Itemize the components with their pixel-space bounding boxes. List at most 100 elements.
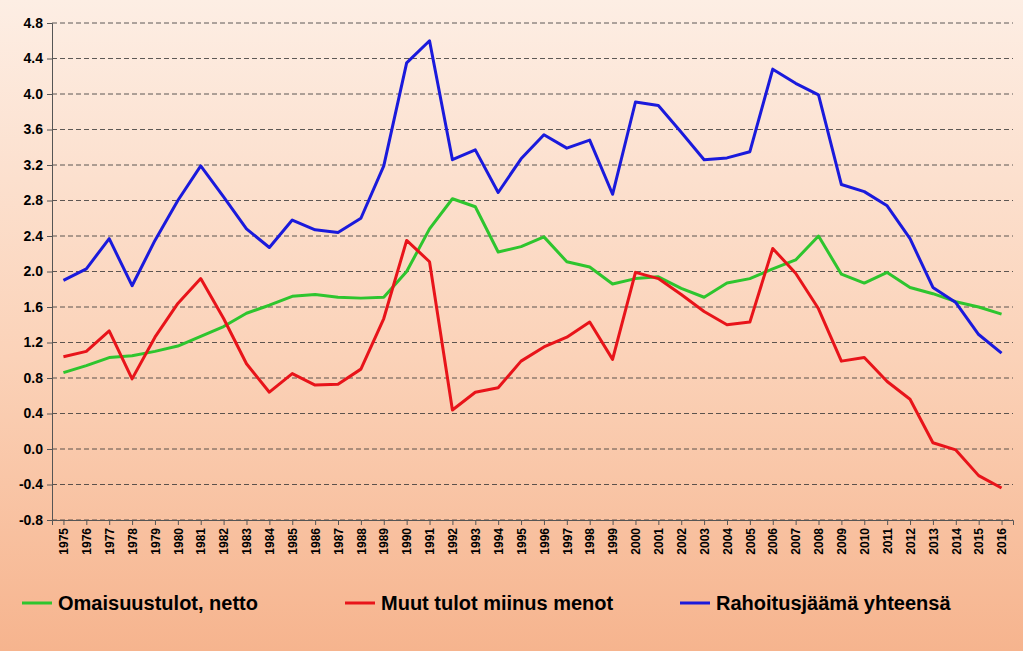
y-tick: 0.8 [24, 370, 52, 386]
x-tick-label: 1983 [240, 528, 254, 555]
x-tick-label: 2016 [995, 528, 1009, 555]
y-tick: -0.4 [19, 476, 52, 492]
grid-line [52, 342, 1013, 343]
x-tick-label: 1999 [606, 528, 620, 555]
y-tick: 0.0 [24, 441, 52, 457]
y-tick-label: 2.4 [24, 228, 44, 244]
x-tick-mark [933, 520, 934, 525]
y-tick-label: 4.4 [24, 50, 44, 66]
y-tick: 1.6 [24, 299, 52, 315]
grid-line [52, 129, 1013, 130]
y-tick-mark [47, 449, 52, 450]
x-tick: 1987 [332, 520, 346, 555]
x-tick-label: 2008 [812, 528, 826, 555]
x-tick: 1984 [263, 520, 277, 555]
x-tick: 1988 [355, 520, 369, 555]
lines [63, 41, 1001, 488]
x-tick-mark [819, 520, 820, 525]
x-tick-label: 1984 [263, 528, 277, 555]
x-tick: 1979 [149, 520, 163, 555]
x-tick: 1995 [515, 520, 529, 555]
x-tick: 2006 [766, 520, 780, 555]
legend-label: Muut tulot miinus menot [381, 592, 614, 614]
x-tick-label: 1979 [149, 528, 163, 555]
x-tick: 1989 [377, 520, 391, 555]
x-tick-mark [384, 520, 385, 525]
x-tick-label: 2013 [927, 528, 941, 555]
x-tick-label: 1989 [377, 528, 391, 555]
x-tick-mark [132, 520, 133, 525]
x-tick-mark [224, 520, 225, 525]
y-tick-mark [47, 236, 52, 237]
series-line [63, 41, 1001, 353]
x-tick-mark [498, 520, 499, 525]
x-tick-label: 1990 [400, 528, 414, 555]
x-tick: 1982 [217, 520, 231, 555]
legend-item: Rahoitusjäämä yhteensä [680, 592, 951, 614]
x-tick-label: 2004 [721, 528, 735, 555]
y-tick-mark [47, 520, 52, 521]
x-tick-label: 1981 [194, 528, 208, 555]
x-tick-mark [544, 520, 545, 525]
grid-line [52, 165, 1013, 166]
x-tick: 2009 [835, 520, 849, 555]
x-tick: 1978 [126, 520, 140, 555]
y-tick-mark [47, 485, 52, 486]
x-tick: 2003 [698, 520, 712, 555]
x-tick: 1976 [80, 520, 94, 555]
y-tick-label: 0.0 [24, 441, 44, 457]
x-tick-label: 1985 [286, 528, 300, 555]
x-tick-mark [430, 520, 431, 525]
y-tick-label: 2.8 [24, 192, 44, 208]
y-tick: 2.8 [24, 192, 52, 208]
x-axis-line [53, 521, 1014, 526]
x-tick: 2011 [881, 520, 895, 554]
x-tick-mark [86, 520, 87, 525]
plot: -0.8-0.40.00.40.81.21.62.02.42.83.23.64.… [19, 15, 1014, 555]
y-tick-mark [47, 201, 52, 202]
grid-line [52, 23, 1013, 24]
x-tick-mark [658, 520, 659, 525]
x-tick-mark [452, 520, 453, 525]
x-tick-label: 1988 [355, 528, 369, 555]
grid-line [52, 94, 1013, 95]
x-tick-mark [246, 520, 247, 525]
x-tick: 1981 [194, 520, 208, 555]
y-tick-label: 2.0 [24, 263, 44, 279]
y-tick-label: 4.0 [24, 86, 44, 102]
y-tick-mark [47, 23, 52, 24]
x-tick: 2014 [949, 520, 963, 555]
x-tick: 2016 [995, 520, 1009, 555]
x-tick-label: 1975 [57, 528, 71, 555]
x-tick-label: 2001 [652, 528, 666, 555]
x-tick-label: 1995 [515, 528, 529, 555]
x-tick-mark [315, 520, 316, 525]
x-tick-label: 2011 [881, 528, 895, 554]
x-tick-mark [841, 520, 842, 525]
y-tick-label: 4.8 [24, 15, 44, 31]
x-tick: 1999 [606, 520, 620, 555]
x-tick-mark [796, 520, 797, 525]
grid-line [52, 484, 1013, 485]
y-tick-mark [47, 378, 52, 379]
y-tick-label: -0.8 [19, 512, 43, 528]
x-tick-mark [979, 520, 980, 525]
x-tick-label: 1991 [423, 528, 437, 555]
x-tick-mark [956, 520, 957, 525]
legend-item: Muut tulot miinus menot [345, 592, 614, 614]
y-tick-label: 3.2 [24, 157, 44, 173]
y-tick-label: -0.4 [19, 476, 43, 492]
grid-line [52, 307, 1013, 308]
x-tick: 1983 [240, 520, 254, 555]
x-tick: 1992 [446, 520, 460, 555]
x-tick-mark [727, 520, 728, 525]
x-tick: 1980 [172, 520, 186, 555]
y-tick: 3.2 [24, 157, 52, 173]
x-tick-label: 2005 [744, 528, 758, 555]
legend-swatch [345, 602, 375, 605]
y-tick: 0.4 [24, 405, 52, 421]
x-tick-label: 1992 [446, 528, 460, 555]
x-tick-label: 1986 [309, 528, 323, 555]
legend-label: Rahoitusjäämä yhteensä [716, 592, 951, 614]
x-tick-mark [567, 520, 568, 525]
